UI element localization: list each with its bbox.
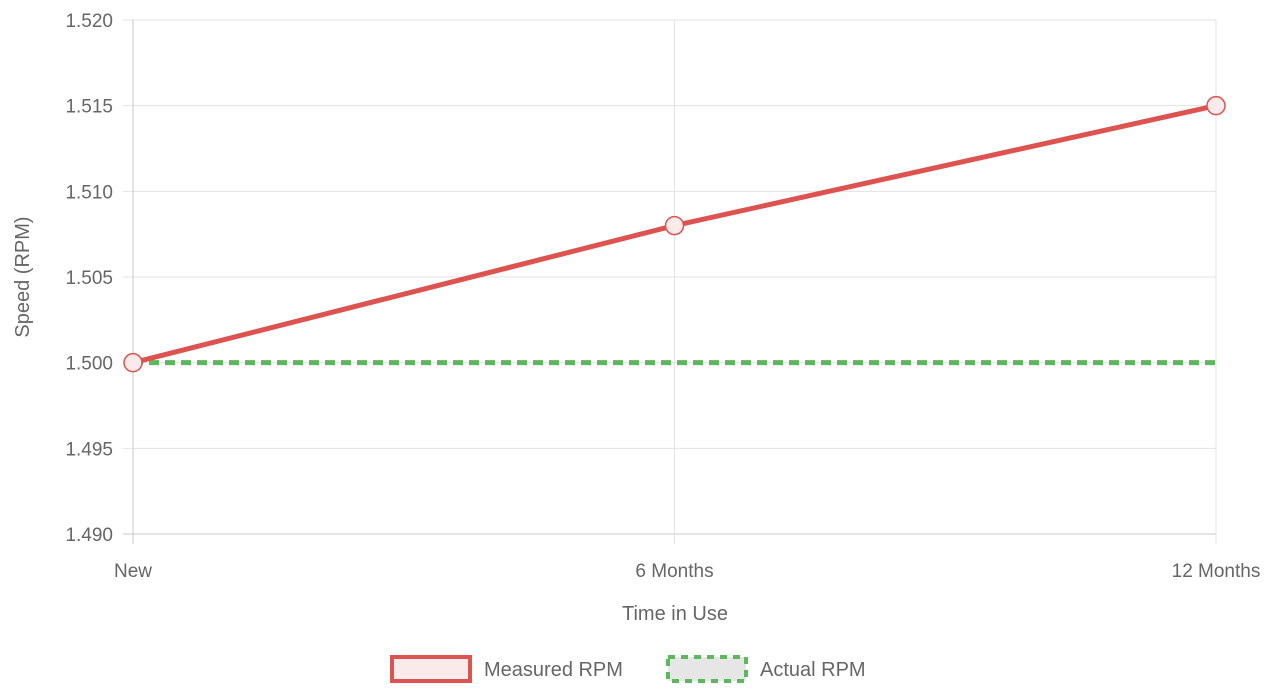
y-tick-label: 1.500 bbox=[65, 354, 113, 375]
y-tick-label: 1.520 bbox=[65, 11, 113, 32]
data-point bbox=[664, 215, 685, 236]
y-axis-ticks: 1.520 1.515 1.510 1.505 1.500 1.495 1.490 bbox=[65, 11, 113, 546]
y-tick-label: 1.515 bbox=[65, 97, 113, 118]
x-tick-label: 12 Months bbox=[1172, 561, 1261, 582]
legend-label-1: Actual RPM bbox=[760, 659, 866, 681]
y-axis-title: Speed (RPM) bbox=[12, 216, 34, 337]
y-tick-label: 1.495 bbox=[65, 439, 113, 460]
data-point bbox=[123, 352, 143, 373]
legend-swatch-1 bbox=[666, 655, 748, 683]
x-tick-label: New bbox=[114, 561, 152, 582]
x-axis-ticks: New 6 Months 12 Months bbox=[114, 561, 1260, 582]
legend-swatch-0 bbox=[390, 655, 472, 683]
y-tick-label: 1.505 bbox=[65, 268, 113, 289]
legend: Measured RPM Actual RPM bbox=[390, 655, 866, 683]
y-tick-label: 1.490 bbox=[65, 525, 113, 546]
x-tick-label: 6 Months bbox=[635, 561, 713, 582]
grid bbox=[123, 19, 1217, 544]
legend-label-0: Measured RPM bbox=[484, 659, 623, 681]
series-group bbox=[123, 95, 1226, 373]
x-axis-title: Time in Use bbox=[622, 603, 728, 625]
data-point bbox=[1206, 95, 1226, 116]
y-tick-label: 1.510 bbox=[65, 182, 113, 203]
